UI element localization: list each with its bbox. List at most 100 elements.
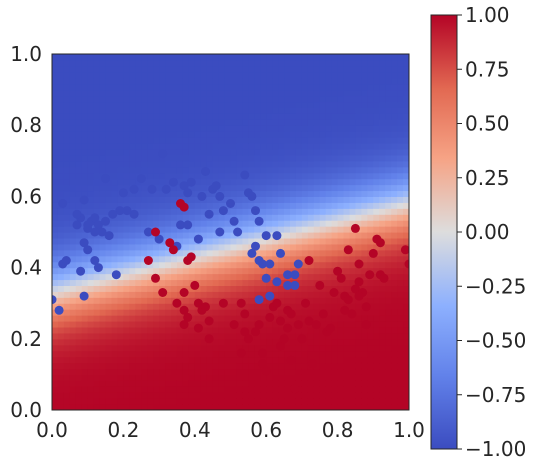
surface-cell (260, 107, 267, 114)
x-tick-label: 0.2 (107, 418, 139, 442)
surface-cell (52, 125, 59, 132)
surface-cell (361, 237, 368, 245)
surface-cell (284, 237, 291, 245)
surface-cell (355, 368, 362, 375)
surface-cell (105, 261, 113, 269)
surface-cell (224, 160, 232, 168)
surface-cell (325, 54, 333, 61)
surface-cell (319, 226, 327, 233)
surface-cell (75, 326, 83, 334)
surface-cell (307, 143, 315, 150)
surface-cell (266, 226, 273, 233)
surface-cell (260, 83, 267, 91)
surface-cell (355, 356, 362, 364)
surface-cell (307, 404, 315, 410)
surface-cell (379, 154, 386, 162)
surface-cell (87, 326, 95, 334)
surface-cell (349, 166, 357, 174)
surface-cell (135, 89, 142, 97)
surface-cell (254, 380, 261, 387)
surface-cell (69, 332, 77, 340)
surface-cell (385, 178, 392, 186)
colorbar-tick-label: 0.00 (465, 220, 510, 244)
surface-cell (313, 137, 321, 144)
surface-cell (403, 196, 409, 203)
surface-cell (403, 71, 409, 79)
surface-cell (260, 315, 267, 322)
surface-cell (87, 249, 95, 257)
surface-cell (105, 190, 113, 197)
surface-cell (212, 89, 220, 97)
surface-cell (272, 113, 279, 120)
surface-cell (295, 386, 303, 393)
surface-cell (159, 368, 166, 375)
red-point (165, 238, 175, 248)
surface-cell (52, 374, 59, 381)
surface-cell (75, 101, 83, 108)
surface-cell (117, 83, 124, 91)
surface-cell (385, 172, 392, 180)
surface-cell (301, 160, 309, 168)
surface-cell (147, 137, 154, 144)
surface-cell (135, 137, 142, 144)
surface-cell (188, 166, 196, 174)
surface-cell (129, 83, 136, 91)
surface-cell (75, 344, 83, 352)
surface-cell (295, 113, 303, 120)
surface-cell (63, 315, 71, 322)
surface-cell (194, 143, 202, 150)
surface-cell (224, 208, 232, 215)
surface-cell (260, 148, 267, 156)
surface-cell (93, 154, 101, 162)
surface-cell (159, 113, 166, 120)
surface-cell (361, 101, 368, 108)
surface-cell (266, 321, 273, 328)
surface-cell (260, 303, 267, 310)
surface-cell (373, 214, 380, 221)
surface-cell (87, 338, 95, 346)
surface-cell (385, 321, 392, 328)
surface-cell (385, 220, 392, 227)
surface-cell (260, 95, 267, 103)
surface-cell (307, 125, 315, 132)
surface-cell (182, 368, 190, 375)
surface-cell (99, 107, 107, 114)
surface-cell (63, 326, 71, 334)
surface-cell (373, 154, 380, 162)
surface-cell (105, 249, 113, 257)
surface-cell (361, 380, 368, 387)
surface-cell (278, 107, 285, 114)
surface-cell (111, 137, 119, 144)
surface-cell (236, 386, 243, 393)
surface-cell (212, 315, 220, 322)
surface-cell (153, 404, 160, 410)
surface-cell (349, 184, 357, 192)
surface-cell (52, 148, 59, 156)
surface-cell (367, 101, 374, 108)
surface-cell (355, 362, 362, 370)
surface-cell (272, 101, 279, 108)
surface-cell (176, 374, 184, 381)
surface-cell (105, 362, 113, 370)
surface-cell (295, 226, 303, 233)
surface-cell (153, 362, 160, 370)
red-point (308, 359, 318, 369)
surface-cell (313, 119, 321, 126)
surface-cell (301, 172, 309, 180)
surface-cell (105, 243, 113, 251)
surface-cell (75, 273, 83, 281)
surface-cell (206, 243, 214, 251)
surface-cell (301, 291, 309, 298)
blue-point (83, 245, 93, 255)
surface-cell (349, 243, 357, 251)
surface-cell (254, 350, 261, 358)
surface-cell (313, 208, 321, 215)
surface-cell (153, 255, 160, 263)
surface-cell (242, 89, 249, 97)
surface-cell (337, 184, 345, 192)
surface-cell (129, 232, 136, 239)
surface-cell (81, 374, 89, 381)
surface-cell (343, 321, 351, 328)
surface-cell (63, 166, 71, 174)
surface-cell (117, 291, 124, 298)
